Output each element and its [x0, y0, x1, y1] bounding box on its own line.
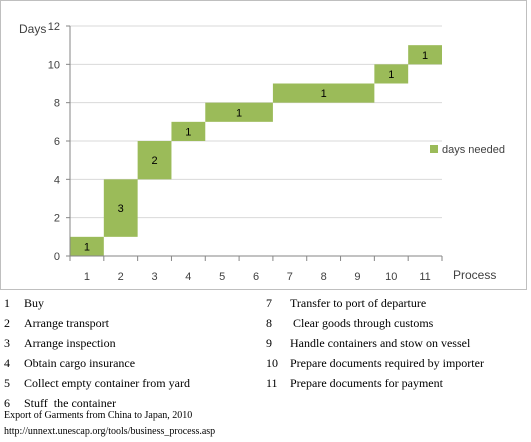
process-label: Prepare documents for payment [290, 376, 443, 390]
bar-7 [374, 64, 409, 84]
bar-8 [408, 45, 442, 65]
bar-label-2: 3 [118, 203, 124, 215]
bar-label-3: 2 [151, 155, 157, 167]
process-label: Handle containers and stow on vessel [290, 336, 471, 350]
process-number: 9 [266, 336, 272, 350]
x-tick-label-5: 5 [219, 271, 225, 283]
bar-4 [171, 121, 206, 141]
process-item-7: 7 Transfer to port of departure [266, 296, 426, 311]
x-tick-label-11: 11 [419, 271, 430, 283]
x-tick-label-7: 7 [287, 271, 293, 283]
process-list: 1 Buy 2 Arrange transport 3 Arrange inspectio… [4, 296, 528, 411]
process-item-9: 9 Handle containers and stow on vessel [266, 336, 470, 351]
x-tick-label-6: 6 [253, 271, 259, 283]
process-number: 1 [4, 296, 10, 310]
process-item-1: 1 Buy [4, 296, 44, 311]
process-item-8: 8 Clear goods through customs [266, 316, 433, 331]
x-tick-label-10: 10 [385, 271, 397, 283]
process-label: Stuff the container [24, 396, 117, 410]
legend-label: days needed [442, 144, 505, 156]
y-axis-title: Days [19, 22, 46, 36]
process-number: 6 [4, 396, 10, 410]
bar-2 [103, 179, 138, 237]
source-title: Export of Garments from China to Japan, … [4, 410, 193, 421]
process-number: 3 [4, 336, 10, 350]
process-number: 7 [266, 296, 272, 310]
bar-1 [70, 236, 104, 256]
process-label: Arrange transport [24, 316, 109, 330]
process-number: 8 [266, 316, 272, 330]
bar-label-5: 1 [236, 107, 242, 119]
process-label: Buy [24, 296, 45, 310]
x-tick-label-1: 1 [84, 271, 90, 283]
x-tick-label-4: 4 [185, 271, 191, 283]
bar-label-6: 1 [321, 88, 327, 100]
bar-label-8: 1 [422, 50, 428, 62]
x-axis-title: Process [453, 268, 496, 282]
y-tick-label-6: 6 [54, 136, 60, 148]
process-item-5: 5 Collect empty container from yard [4, 376, 190, 391]
y-tick-label-10: 10 [48, 59, 60, 71]
process-number: 2 [4, 316, 10, 330]
bar-5 [205, 102, 273, 122]
process-item-6: 6 Stuff the container [4, 396, 116, 411]
x-tick-label-2: 2 [118, 271, 124, 283]
y-tick-label-0: 0 [54, 251, 60, 263]
legend: days needed [430, 144, 505, 156]
bar-label-7: 1 [388, 69, 394, 81]
process-item-10: 10 Prepare documents required by importer [266, 356, 484, 371]
process-item-2: 2 Arrange transport [4, 316, 109, 331]
bar-3 [137, 141, 172, 180]
y-tick-label-4: 4 [54, 174, 60, 186]
y-tick-label-12: 12 [48, 21, 60, 33]
process-item-4: 4 Obtain cargo insurance [4, 356, 135, 371]
process-label: Transfer to port of departure [290, 296, 427, 310]
bar-label-4: 1 [185, 126, 191, 138]
bar-label-1: 1 [84, 241, 90, 253]
x-tick-label-3: 3 [151, 271, 157, 283]
process-label: Collect empty container from yard [24, 376, 190, 390]
bars-layer: 1 3 2 1 1 1 1 1 [70, 45, 442, 256]
bar-6 [272, 83, 375, 103]
y-tick-label-8: 8 [54, 98, 60, 110]
process-number: 11 [266, 376, 278, 390]
process-label: Arrange inspection [24, 336, 116, 350]
legend-swatch [430, 145, 438, 153]
process-number: 5 [4, 376, 10, 390]
process-label: Clear goods through customs [290, 316, 434, 330]
process-label: Prepare documents required by importer [290, 356, 484, 370]
x-tick-label-9: 9 [354, 271, 360, 283]
process-number: 4 [4, 356, 10, 370]
process-number: 10 [266, 356, 278, 370]
process-item-11: 11 Prepare documents for payment [266, 376, 443, 391]
source-url: http://unnext.unescap.org/tools/business… [4, 426, 216, 437]
x-tick-label-8: 8 [321, 271, 327, 283]
process-label: Obtain cargo insurance [24, 356, 136, 370]
process-item-3: 3 Arrange inspection [4, 336, 116, 351]
y-tick-label-2: 2 [54, 213, 60, 225]
